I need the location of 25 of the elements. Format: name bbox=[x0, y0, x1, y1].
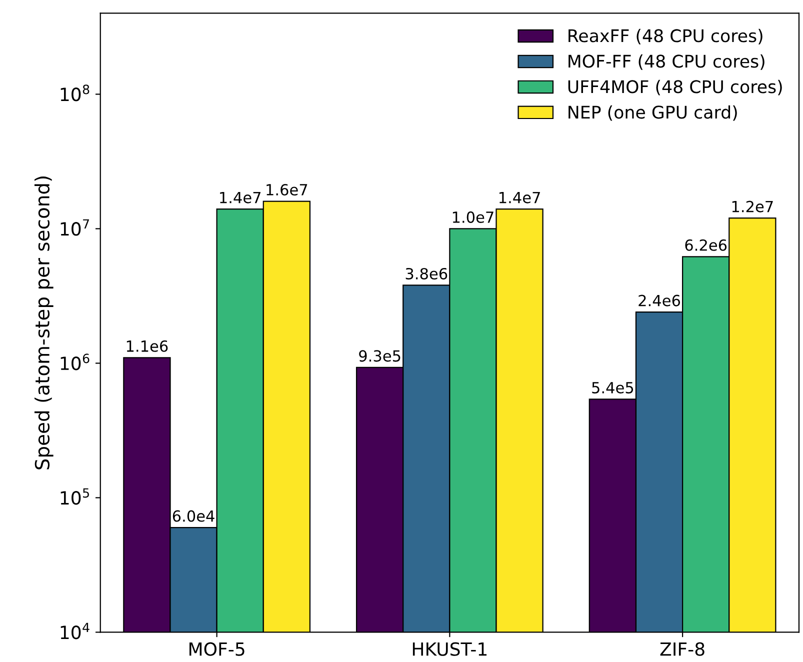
data-label: 1.2e7 bbox=[732, 200, 773, 212]
legend-label: ReaxFF (48 CPU cores) bbox=[568, 28, 762, 44]
data-label: 1.0e7 bbox=[452, 211, 494, 223]
data-label: 2.4e6 bbox=[638, 294, 680, 306]
data-label: 5.4e5 bbox=[592, 382, 634, 394]
legend-label: MOF-FF (48 CPU cores) bbox=[568, 54, 764, 70]
x-tick-label: MOF-5 bbox=[189, 642, 244, 656]
data-label: 1.4e7 bbox=[500, 192, 540, 204]
data-label: 9.3e5 bbox=[359, 350, 400, 362]
legend-label: NEP (one GPU card) bbox=[568, 105, 737, 121]
legend-label: UFF4MOF (48 CPU cores) bbox=[568, 80, 782, 96]
data-label: 1.6e7 bbox=[266, 184, 308, 196]
y-tick-label: 10$^{6}$ bbox=[60, 354, 90, 370]
data-label: 6.0e4 bbox=[172, 510, 214, 522]
data-label: 6.2e6 bbox=[685, 239, 727, 251]
y-tick-label: 10$^{8}$ bbox=[60, 84, 90, 102]
x-tick-label: ZIF-8 bbox=[660, 642, 704, 656]
y-tick-label: 10$^{7}$ bbox=[60, 219, 89, 236]
y-axis-title: Speed (atom-step per second) bbox=[34, 176, 54, 470]
y-tick-label: 10$^{5}$ bbox=[60, 488, 89, 505]
data-label: 3.8e6 bbox=[406, 268, 448, 280]
data-label: 1.1e6 bbox=[126, 340, 168, 352]
y-tick-label: 10$^{4}$ bbox=[60, 622, 90, 640]
data-label: 1.4e7 bbox=[220, 192, 260, 204]
x-tick-label: HKUST-1 bbox=[412, 642, 487, 656]
